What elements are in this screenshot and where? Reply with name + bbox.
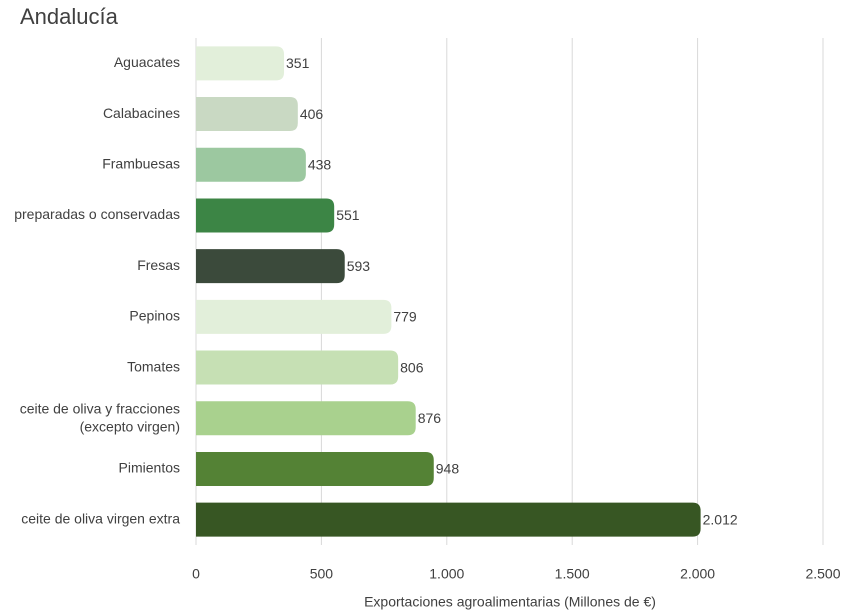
y-tick-label: Pepinos xyxy=(129,308,180,324)
y-tick-label: preparadas o conservadas xyxy=(14,206,180,222)
bar xyxy=(196,249,345,284)
x-tick-label: 1.500 xyxy=(555,566,590,582)
value-label: 779 xyxy=(393,309,417,325)
value-label: 406 xyxy=(300,106,324,122)
bar xyxy=(196,46,285,81)
value-label: 876 xyxy=(418,410,442,426)
value-label: 948 xyxy=(436,461,460,477)
x-tick-label: 2.500 xyxy=(805,566,840,582)
value-label: 551 xyxy=(336,207,360,223)
y-tick-label: Fresas xyxy=(137,257,180,273)
bar xyxy=(196,147,306,182)
y-tick-label: Frambuesas xyxy=(102,155,180,171)
x-axis-title: Exportaciones agroalimentarias (Millones… xyxy=(364,594,656,610)
bar xyxy=(196,451,434,486)
y-tick-label: Tomates xyxy=(127,358,180,374)
bar xyxy=(196,198,335,233)
y-tick-label: Aguacates xyxy=(114,54,180,70)
bar xyxy=(196,299,392,334)
x-tick-label: 500 xyxy=(310,566,334,582)
y-tick-label: Pimientos xyxy=(119,460,180,476)
value-label: 806 xyxy=(400,359,424,375)
chart-title: Andalucía xyxy=(20,4,119,29)
x-tick-label: 2.000 xyxy=(680,566,715,582)
value-label: 438 xyxy=(308,156,332,172)
value-label: 593 xyxy=(347,258,371,274)
bar xyxy=(196,97,298,132)
bar xyxy=(196,502,701,537)
x-tick-label: 1.000 xyxy=(429,566,464,582)
value-label: 2.012 xyxy=(703,511,738,527)
bar xyxy=(196,401,416,436)
y-tick-label: ceite de oliva virgen extra xyxy=(21,510,180,526)
bar xyxy=(196,350,399,385)
y-tick-label: Calabacines xyxy=(103,105,180,121)
x-tick-label: 0 xyxy=(192,566,200,582)
y-tick-label: ceite de oliva y fracciones (excepto virg… xyxy=(20,400,180,434)
value-label: 351 xyxy=(286,55,310,71)
